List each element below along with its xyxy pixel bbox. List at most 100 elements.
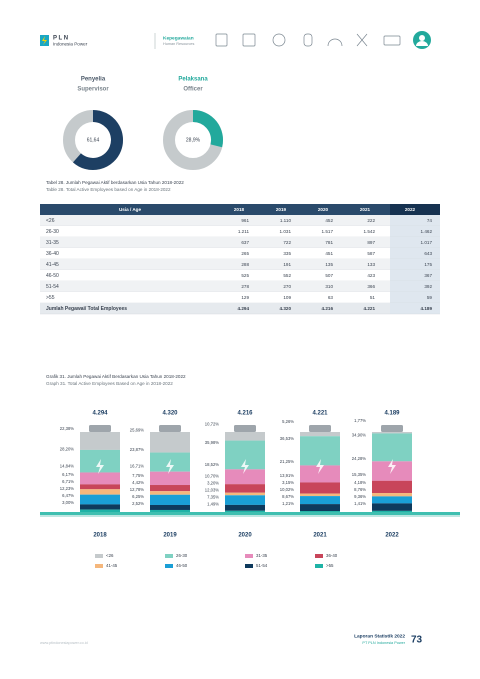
donut-arc: [72, 110, 123, 170]
segment-label: 12,78%: [130, 487, 144, 492]
segment-label: 3,00%: [62, 500, 74, 505]
nav-icon[interactable]: [215, 33, 228, 47]
donut-title: Pelaksana: [178, 77, 208, 83]
segment-label: 18,52%: [205, 462, 219, 467]
table-cell: 288: [241, 262, 249, 267]
segment-label: 21,25%: [280, 459, 294, 464]
table-cell: 133: [367, 262, 375, 267]
table-header-highlight: [390, 204, 440, 215]
table-row-bg: [40, 226, 440, 237]
table-cell: 722: [283, 240, 291, 245]
nav-icon[interactable]: [327, 38, 343, 47]
table-cell: 74: [427, 218, 433, 223]
table-cell: 278: [241, 284, 249, 289]
battery-segment: [80, 489, 120, 495]
table-cell: 41-45: [46, 262, 59, 268]
segment-label: 22,38%: [60, 426, 74, 431]
segment-label: 3,20%: [207, 481, 219, 486]
table-header: 2022: [405, 207, 416, 212]
battery-segment: [225, 484, 265, 493]
table-cell: 961: [241, 218, 249, 223]
legend-label: 26-30: [176, 553, 188, 558]
table-caption: Tabel 28. Jumlah Pegawai Aktif berdasark…: [46, 180, 184, 185]
battery-segment: [300, 436, 340, 466]
year-label: 2019: [163, 533, 177, 539]
battery-segment: [150, 485, 190, 492]
table-highlight-cell: [390, 281, 440, 292]
table-cell: 507: [325, 273, 333, 278]
table-cell: 1.031: [280, 229, 292, 234]
table-cell: 270: [283, 284, 291, 289]
table-cell: 1.017: [421, 240, 433, 245]
table-highlight-cell: [390, 292, 440, 303]
nav-icon[interactable]: [303, 33, 313, 47]
table-header: 2021: [360, 207, 371, 212]
segment-label: 13,91%: [280, 473, 294, 478]
segment-label: 35,98%: [205, 440, 219, 445]
battery-bolt: [316, 459, 324, 474]
battery-segment: [150, 432, 190, 453]
segment-label: 23,87%: [130, 447, 144, 452]
nav-icon[interactable]: [356, 33, 368, 47]
table-cell: 637: [241, 240, 249, 245]
baseline-band: [40, 512, 460, 515]
section-title: Kepegawaian: [163, 35, 194, 41]
table-cell: 392: [424, 284, 432, 289]
segment-label: 9,36%: [354, 494, 366, 499]
battery-cap: [381, 425, 403, 432]
table-cell: 1.211: [238, 229, 250, 234]
table-cell: 552: [283, 273, 291, 278]
table-cell: 129: [241, 295, 249, 300]
table-cell: 587: [367, 251, 375, 256]
segment-label: 1,49%: [207, 502, 219, 507]
table-cell: 4.320: [280, 306, 292, 311]
battery-segment: [225, 504, 265, 511]
section-subtitle: Human Resources: [163, 42, 195, 46]
table-cell: 525: [241, 273, 249, 278]
graph-caption: Grafik 31. Jumlah Pegawai Aktif Berdasar…: [46, 374, 186, 379]
segment-label: 10,72%: [205, 421, 219, 426]
table-cell: 135: [325, 262, 333, 267]
logo-title: P L N: [53, 36, 68, 42]
table-cell: 4.221: [364, 306, 376, 311]
legend-swatch: [315, 554, 323, 558]
battery-segment: [300, 504, 340, 512]
table-highlight-cell: [390, 248, 440, 259]
table-cell: Jumlah Pegawai/ Total Employees: [46, 306, 127, 312]
nav-icon[interactable]: [383, 35, 401, 46]
donut-label: 61,64: [87, 137, 100, 143]
baseline-shadow: [40, 515, 460, 517]
battery-cap: [159, 425, 181, 432]
table-row-bg: [40, 237, 440, 248]
table-header: 2020: [318, 207, 329, 212]
table-header-bg: [40, 204, 440, 215]
legend-label: >55: [326, 563, 334, 568]
battery-bolt: [166, 459, 174, 474]
legend-swatch: [315, 564, 323, 568]
segment-label: 16,71%: [130, 463, 144, 468]
legend-swatch: [95, 564, 103, 568]
table-caption-en: Table 28. Total Active Employees based o…: [46, 187, 171, 192]
segment-label: 8,76%: [354, 487, 366, 492]
battery-segment: [372, 496, 412, 504]
segment-label: 15,35%: [352, 472, 366, 477]
segment-label: 14,84%: [60, 464, 74, 469]
donut-label: 28,9%: [186, 137, 201, 143]
segment-label: 28,20%: [60, 446, 74, 451]
battery-segment: [372, 480, 412, 494]
table-cell: 451: [325, 251, 333, 256]
total-label: 4.294: [92, 411, 108, 417]
segment-label: 34,90%: [352, 432, 366, 437]
battery-segment: [372, 510, 412, 513]
table-cell: 1.462: [421, 229, 433, 234]
segment-label: 6,71%: [62, 479, 74, 484]
nav-icon[interactable]: [242, 33, 256, 47]
nav-icon[interactable]: [272, 33, 286, 47]
legend-label: 51-54: [256, 563, 268, 568]
table-row-bg: [40, 281, 440, 292]
segment-label: 1,77%: [354, 418, 366, 423]
table-cell: 310: [325, 284, 333, 289]
segment-label: 6,17%: [62, 472, 74, 477]
table-highlight-cell: [390, 237, 440, 248]
total-label: 4.221: [312, 411, 328, 417]
